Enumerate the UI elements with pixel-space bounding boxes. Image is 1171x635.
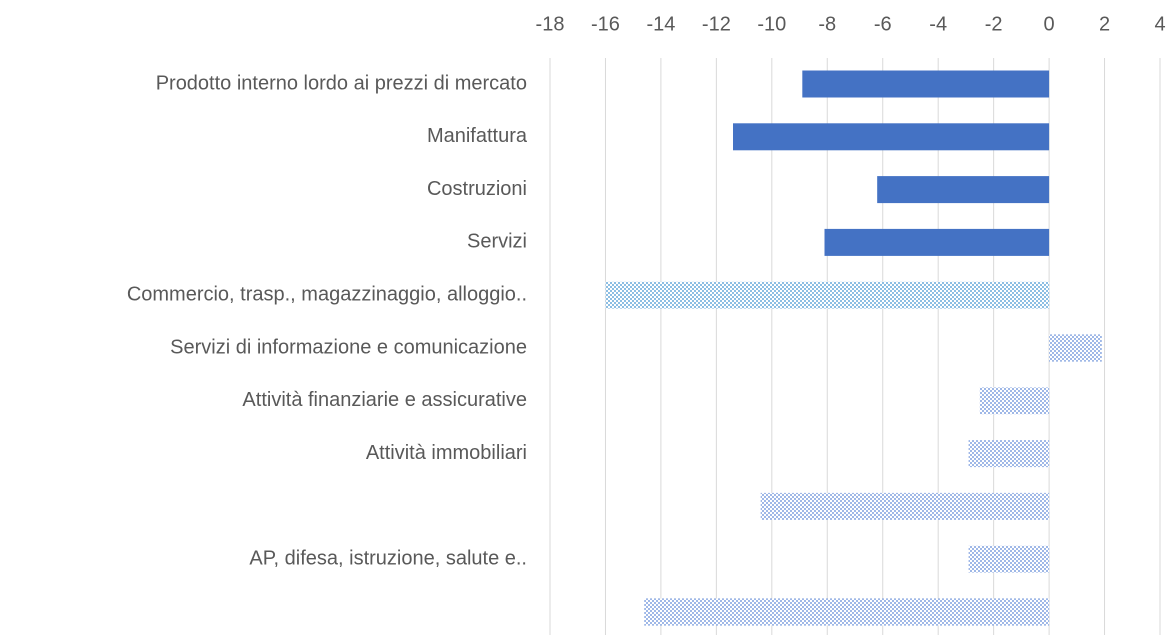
y-tick-label: AP, difesa, istruzione, salute e..: [249, 547, 527, 569]
x-tick-label: -14: [646, 13, 675, 35]
bar: [979, 387, 1050, 415]
y-tick-label: Manifattura: [427, 125, 528, 147]
x-tick-label: -10: [757, 13, 786, 35]
x-tick-label: -16: [591, 13, 620, 35]
bar: [605, 281, 1050, 309]
bar: [644, 598, 1050, 626]
y-tick-label: Servizi di informazione e comunicazione: [170, 336, 527, 358]
bar: [733, 123, 1050, 151]
x-tick-label: -8: [818, 13, 836, 35]
bar: [760, 492, 1050, 520]
x-tick-label: -12: [702, 13, 731, 35]
y-tick-label: Servizi: [467, 231, 527, 253]
bar: [968, 440, 1050, 468]
x-tick-label: 4: [1154, 13, 1165, 35]
bar: [968, 545, 1050, 573]
x-tick-label: -6: [874, 13, 892, 35]
x-tick-label: -18: [536, 13, 565, 35]
bar: [824, 228, 1050, 256]
bar: [802, 70, 1050, 98]
y-tick-label: Attività finanziarie e assicurative: [242, 389, 527, 411]
y-tick-label: Prodotto interno lordo ai prezzi di merc…: [156, 72, 527, 94]
x-tick-label: -2: [985, 13, 1003, 35]
y-tick-label: Costruzioni: [427, 178, 527, 200]
x-tick-label: 2: [1099, 13, 1110, 35]
bar: [1049, 334, 1102, 362]
y-tick-label: Commercio, trasp., magazzinaggio, allogg…: [127, 283, 527, 305]
x-tick-label: -4: [929, 13, 947, 35]
x-tick-label: 0: [1044, 13, 1055, 35]
bar: [877, 176, 1050, 204]
y-tick-label: Attività immobiliari: [366, 442, 527, 464]
